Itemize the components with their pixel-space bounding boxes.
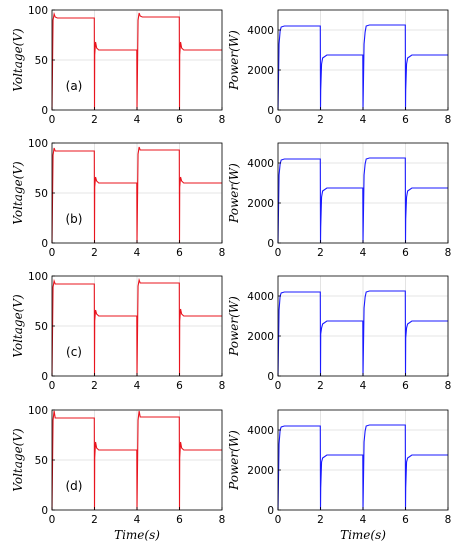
x-tick-label: 0 <box>275 380 282 392</box>
y-tick-label: 4000 <box>247 291 274 303</box>
x-tick-label: 2 <box>317 247 324 259</box>
x-tick-label: 2 <box>91 380 98 392</box>
y-tick-label: 0 <box>267 105 274 117</box>
power-series-line <box>277 290 448 377</box>
subplot-2-power: 0 2 4 6 8 0 2000 4000 Power(W) <box>227 142 452 259</box>
x-tick-label: 2 <box>91 247 98 259</box>
panel-label: (a) <box>66 79 83 93</box>
x-axis-label: Time(s) <box>114 528 160 542</box>
x-tick-label: 4 <box>134 114 141 126</box>
x-tick-label: 4 <box>360 514 367 526</box>
x-tick-label: 8 <box>219 114 226 126</box>
y-tick-label: 4000 <box>247 425 274 437</box>
y-tick-label: 0 <box>267 371 274 383</box>
x-tick-label: 2 <box>317 380 324 392</box>
power-series-line <box>277 424 448 511</box>
x-axis-label: Time(s) <box>340 528 386 542</box>
y-axis-label: Voltage(V) <box>11 428 25 492</box>
y-tick-label: 100 <box>28 5 48 17</box>
x-tick-label: 6 <box>402 247 409 259</box>
y-tick-label: 4000 <box>247 25 274 37</box>
y-tick-label: 4000 <box>247 158 274 170</box>
subplot-3-power: 0 2 4 6 8 0 2000 4000 Power(W) <box>227 275 452 392</box>
y-tick-label: 0 <box>41 238 48 250</box>
y-tick-label: 50 <box>35 321 48 333</box>
x-tick-label: 6 <box>402 514 409 526</box>
y-tick-label: 0 <box>41 371 48 383</box>
x-tick-label: 6 <box>176 114 183 126</box>
x-tick-label: 0 <box>49 247 56 259</box>
y-tick-label: 50 <box>35 188 48 200</box>
x-tick-label: 0 <box>275 514 282 526</box>
y-axis-label: Voltage(V) <box>11 161 25 225</box>
x-tick-label: 0 <box>49 380 56 392</box>
power-series-line <box>277 24 448 111</box>
y-tick-label: 100 <box>28 271 48 283</box>
y-axis-label: Voltage(V) <box>11 294 25 358</box>
y-tick-label: 100 <box>28 138 48 150</box>
x-tick-label: 4 <box>360 114 367 126</box>
x-tick-label: 8 <box>445 114 452 126</box>
x-tick-label: 2 <box>317 514 324 526</box>
x-tick-label: 6 <box>402 380 409 392</box>
subplot-1-power: 0 2 4 6 8 0 2000 4000 Power(W) <box>227 9 452 126</box>
panel-label: (b) <box>66 212 83 226</box>
x-tick-label: 8 <box>219 247 226 259</box>
y-tick-label: 50 <box>35 55 48 67</box>
x-tick-label: 6 <box>176 247 183 259</box>
power-series-line <box>277 157 448 244</box>
y-tick-label: 0 <box>267 238 274 250</box>
x-tick-label: 4 <box>134 247 141 259</box>
x-tick-label: 4 <box>360 380 367 392</box>
y-tick-label: 0 <box>267 505 274 517</box>
x-tick-label: 2 <box>91 514 98 526</box>
y-axis-label: Power(W) <box>227 296 241 357</box>
x-tick-label: 2 <box>91 114 98 126</box>
x-tick-label: 0 <box>49 114 56 126</box>
x-tick-label: 6 <box>402 114 409 126</box>
voltage-series-line <box>51 146 222 244</box>
voltage-series-line <box>51 277 222 377</box>
x-tick-label: 4 <box>360 247 367 259</box>
x-tick-label: 0 <box>275 247 282 259</box>
voltage-series-line <box>51 11 222 111</box>
y-tick-label: 0 <box>41 505 48 517</box>
y-tick-label: 0 <box>41 105 48 117</box>
x-tick-label: 8 <box>445 380 452 392</box>
y-axis-label: Power(W) <box>227 163 241 224</box>
y-tick-label: 2000 <box>247 331 274 343</box>
x-tick-label: 2 <box>317 114 324 126</box>
x-tick-label: 4 <box>134 514 141 526</box>
x-tick-label: 0 <box>49 514 56 526</box>
y-axis-label: Voltage(V) <box>11 28 25 92</box>
y-axis-label: Power(W) <box>227 30 241 91</box>
panel-label: (d) <box>66 479 83 493</box>
voltage-series-line <box>51 410 222 511</box>
x-tick-label: 6 <box>176 380 183 392</box>
x-tick-label: 4 <box>134 380 141 392</box>
x-tick-label: 8 <box>445 514 452 526</box>
y-tick-label: 2000 <box>247 465 274 477</box>
x-tick-label: 6 <box>176 514 183 526</box>
panel-label: (c) <box>66 345 82 359</box>
x-tick-label: 8 <box>219 514 226 526</box>
y-axis-label: Power(W) <box>227 430 241 491</box>
subplot-4-power: 0 2 4 6 8 0 2000 4000 Power(W) Time(s) <box>227 409 452 542</box>
x-tick-label: 0 <box>275 114 282 126</box>
x-tick-label: 8 <box>219 380 226 392</box>
y-tick-label: 2000 <box>247 198 274 210</box>
x-tick-label: 8 <box>445 247 452 259</box>
y-tick-label: 50 <box>35 455 48 467</box>
y-tick-label: 2000 <box>247 65 274 77</box>
y-tick-label: 100 <box>28 405 48 417</box>
